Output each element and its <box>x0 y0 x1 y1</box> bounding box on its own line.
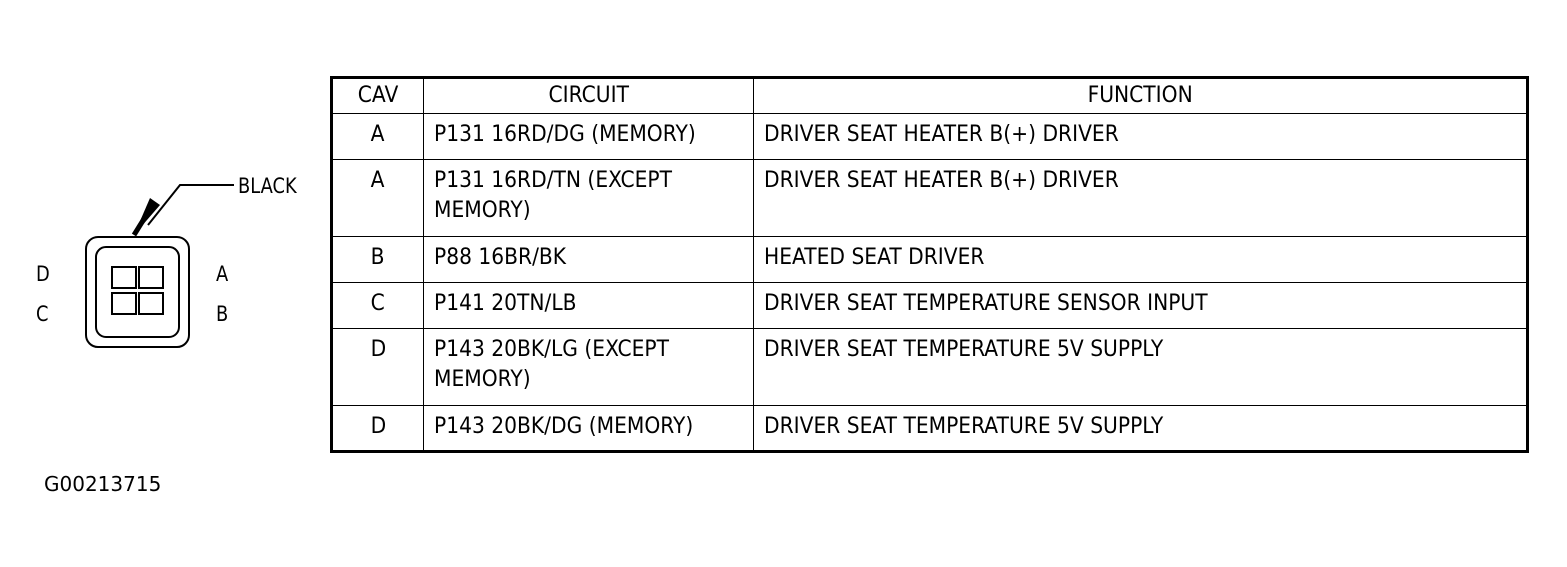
circuit-cell: P143 20BK/LG (EXCEPT MEMORY) <box>423 328 754 406</box>
connector-inner-shell <box>95 246 180 338</box>
table-header-row: CAV CIRCUIT FUNCTION <box>331 77 1528 114</box>
cav-cell: D <box>331 328 424 406</box>
connector-arrow-icon <box>131 184 234 237</box>
connector-diagram <box>85 184 234 348</box>
figure-id: G00213715 <box>44 472 162 496</box>
function-cell: DRIVER SEAT HEATER B(+) DRIVER <box>753 113 1528 160</box>
circuit-cell: P88 16BR/BK <box>423 236 754 283</box>
cavity-d <box>111 266 137 289</box>
connector-color-label: BLACK <box>238 174 297 198</box>
table-row: A P131 16RD/DG (MEMORY) DRIVER SEAT HEATER… <box>331 113 1528 160</box>
cav-cell: D <box>331 405 424 452</box>
function-cell: DRIVER SEAT TEMPERATURE 5V SUPPLY <box>753 405 1528 452</box>
cavity-a <box>138 266 164 289</box>
cav-cell: B <box>331 236 424 283</box>
function-cell: DRIVER SEAT TEMPERATURE 5V SUPPLY <box>753 328 1528 406</box>
pin-label-a: A <box>216 262 229 286</box>
pin-label-d: D <box>36 262 50 286</box>
cavity-c <box>111 292 137 315</box>
table-row: A P131 16RD/TN (EXCEPT MEMORY) DRIVER SEAT… <box>331 159 1528 237</box>
function-cell: DRIVER SEAT TEMPERATURE SENSOR INPUT <box>753 282 1528 329</box>
function-cell: HEATED SEAT DRIVER <box>753 236 1528 283</box>
pinout-table: CAV CIRCUIT FUNCTION A P131 16RD/DG (MEMO… <box>330 76 1529 453</box>
table-row: D P143 20BK/DG (MEMORY) DRIVER SEAT TEMPER… <box>331 405 1528 452</box>
header-cav: CAV <box>331 77 424 114</box>
pin-label-c: C <box>36 302 49 326</box>
table-row: C P141 20TN/LB DRIVER SEAT TEMPERATURE SEN… <box>331 282 1528 329</box>
header-circuit: CIRCUIT <box>423 77 754 114</box>
cav-cell: A <box>331 113 424 160</box>
table-row: B P88 16BR/BK HEATED SEAT DRIVER <box>331 236 1528 283</box>
cav-cell: C <box>331 282 424 329</box>
function-cell: DRIVER SEAT HEATER B(+) DRIVER <box>753 159 1528 237</box>
circuit-cell: P143 20BK/DG (MEMORY) <box>423 405 754 452</box>
circuit-cell: P131 16RD/DG (MEMORY) <box>423 113 754 160</box>
table-row: D P143 20BK/LG (EXCEPT MEMORY) DRIVER SEAT… <box>331 328 1528 406</box>
cav-cell: A <box>331 159 424 237</box>
circuit-cell: P131 16RD/TN (EXCEPT MEMORY) <box>423 159 754 237</box>
circuit-cell: P141 20TN/LB <box>423 282 754 329</box>
connector-outer-shell <box>85 236 190 348</box>
pin-label-b: B <box>216 302 229 326</box>
header-function: FUNCTION <box>753 77 1528 114</box>
cavity-b <box>138 292 164 315</box>
